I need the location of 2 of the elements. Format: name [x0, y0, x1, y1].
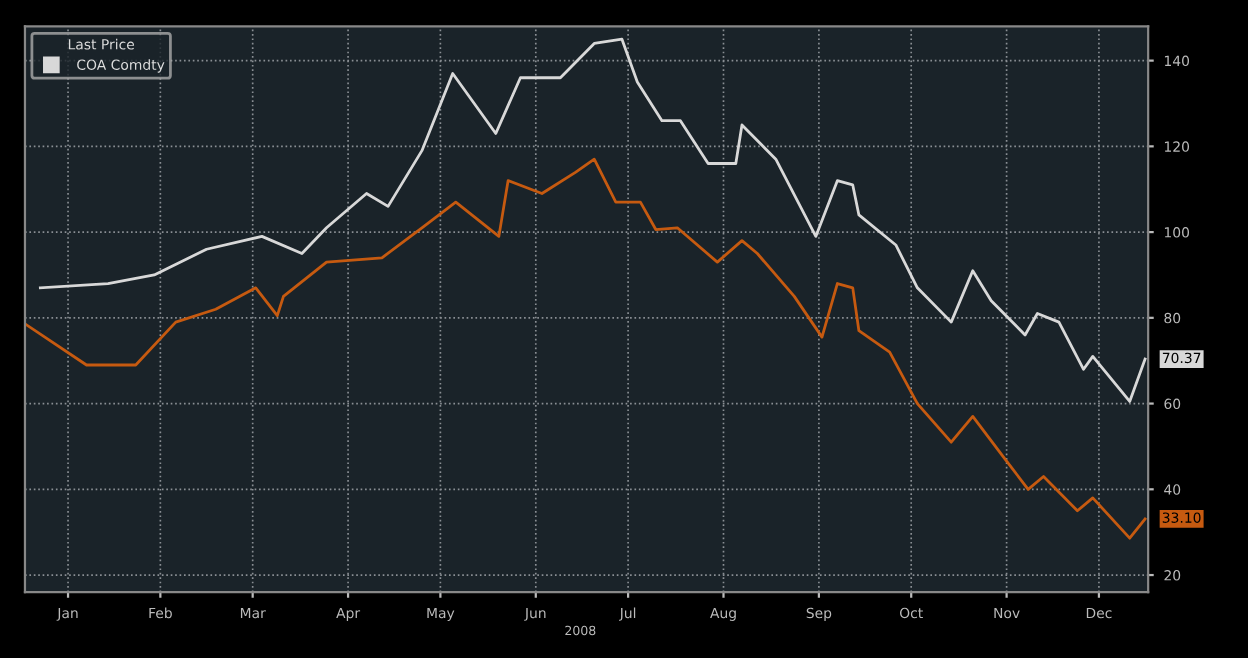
- line-series: [24, 157, 1147, 540]
- line-series: [38, 37, 1147, 403]
